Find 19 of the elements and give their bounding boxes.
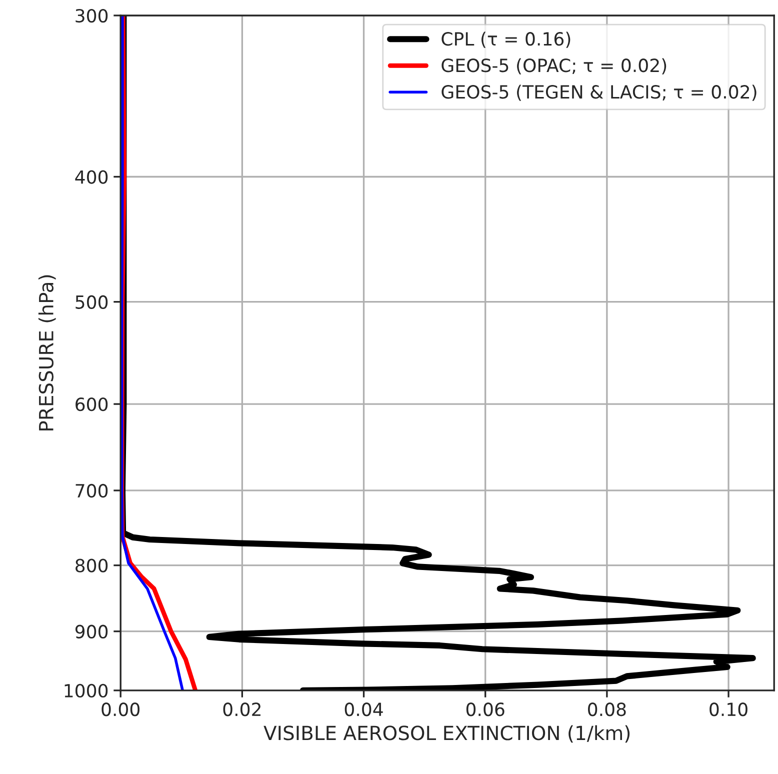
x-tick-label: 0.04 bbox=[344, 702, 383, 716]
y-tick-label: 800 bbox=[76, 558, 108, 572]
y-axis-title: PRESSURE (hPa) bbox=[38, 275, 56, 430]
x-tick-label: 0.08 bbox=[588, 702, 626, 716]
legend-label: GEOS-5 (OPAC; τ = 0.02) bbox=[442, 58, 666, 74]
y-tick-label: 1000 bbox=[64, 684, 108, 698]
legend-label: CPL (τ = 0.16) bbox=[442, 32, 570, 48]
x-axis-title: VISIBLE AEROSOL EXTINCTION (1/km) bbox=[264, 725, 630, 743]
y-tick-label: 900 bbox=[75, 624, 108, 638]
x-tick-label: 0.06 bbox=[466, 702, 504, 716]
y-tick-label: 700 bbox=[76, 484, 108, 498]
x-tick-label: 0.02 bbox=[223, 702, 260, 716]
y-tick-label: 300 bbox=[76, 8, 108, 23]
x-tick-label: 0.00 bbox=[102, 702, 140, 716]
y-tick-label: 600 bbox=[76, 398, 108, 412]
x-tick-label: 0.10 bbox=[710, 702, 748, 716]
y-tick-label: 400 bbox=[75, 170, 108, 184]
y-tick-label: 500 bbox=[76, 295, 108, 309]
legend-label: GEOS-5 (TEGEN & LACIS; τ = 0.02) bbox=[442, 84, 756, 101]
